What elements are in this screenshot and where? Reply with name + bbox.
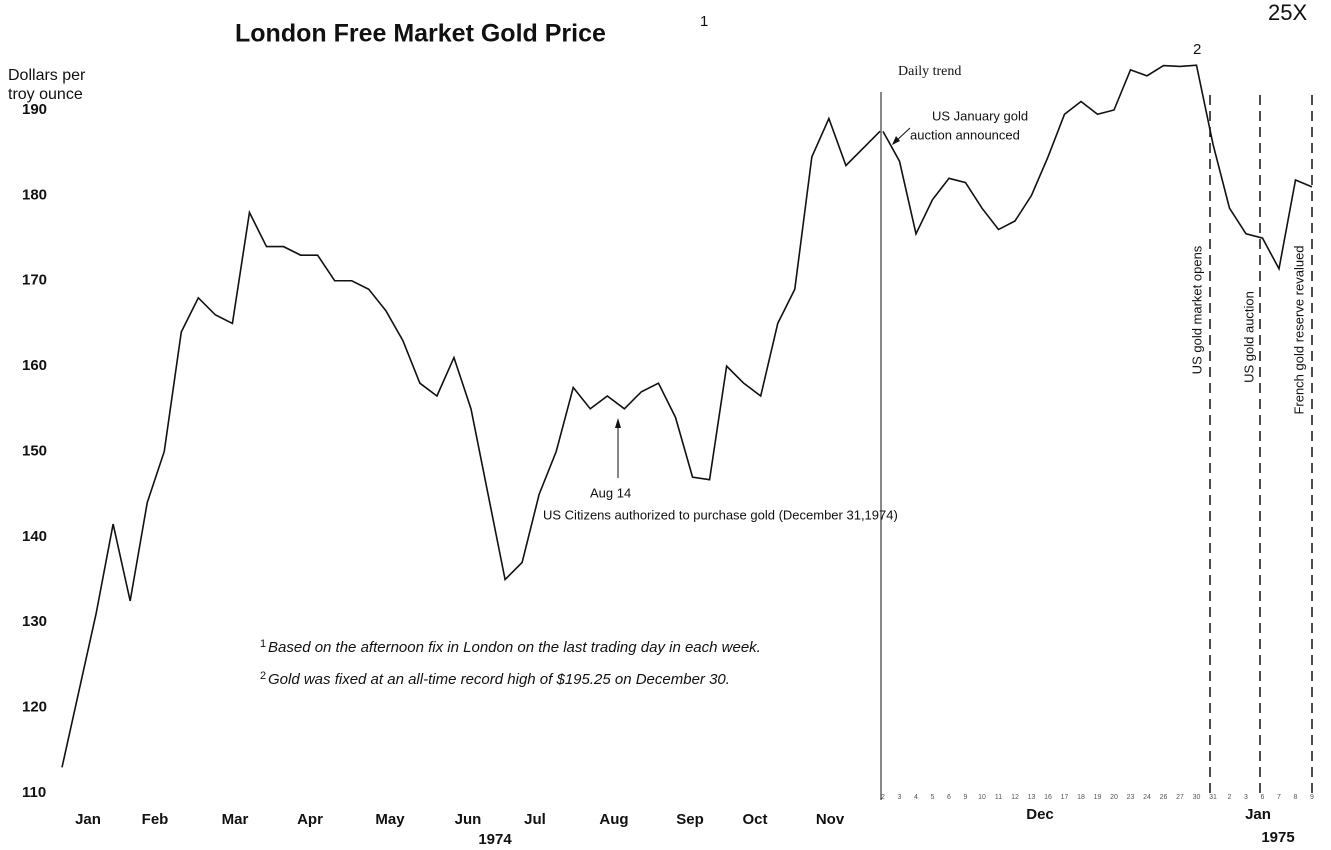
day-label: 16: [1044, 794, 1052, 801]
x-tick-label: Jan: [75, 811, 101, 828]
x-tick-label: May: [375, 811, 405, 828]
x-tick-label: Oct: [742, 811, 767, 828]
day-label: 17: [1061, 794, 1069, 801]
x-tick-label: Jun: [455, 811, 482, 828]
y-tick-label: 190: [22, 101, 47, 118]
day-label: 10: [978, 794, 986, 801]
y-label: troy ounce: [8, 86, 83, 103]
day-label: 20: [1110, 794, 1118, 801]
day-label: 12: [1011, 794, 1019, 801]
year-label: 1975: [1261, 829, 1294, 846]
y-tick-label: 110: [22, 784, 46, 801]
record-mark: 2: [1193, 41, 1201, 58]
day-label: 4: [914, 794, 918, 801]
day-label: 19: [1094, 794, 1102, 801]
y-tick-label: 130: [22, 613, 47, 630]
day-label: 23: [1127, 794, 1135, 801]
year-label: 1974: [478, 831, 512, 848]
x-tick-label: Nov: [816, 811, 845, 828]
x-tick-label: Jan: [1245, 806, 1271, 823]
event-label: US gold market opens: [1189, 245, 1204, 374]
day-label: 3: [898, 794, 902, 801]
y-tick-label: 120: [22, 699, 47, 716]
title-note: 1: [700, 13, 708, 30]
y-tick-label: 170: [22, 272, 47, 289]
day-label: 13: [1028, 794, 1036, 801]
annotation: US Citizens authorized to purchase gold …: [543, 507, 898, 522]
day-label: 8: [1294, 794, 1298, 801]
chart-title: London Free Market Gold Price: [235, 20, 606, 48]
day-label: 31: [1209, 794, 1217, 801]
day-label: 6: [1261, 794, 1265, 801]
x-tick-label: Sep: [676, 811, 704, 828]
day-label: 2: [881, 794, 885, 801]
footnote-mark: 2: [260, 670, 266, 682]
annotation: auction announced: [910, 127, 1020, 142]
corner-mark: 25X: [1268, 0, 1307, 25]
annotation: US January gold: [932, 108, 1028, 123]
day-label: 11: [995, 794, 1002, 801]
x-tick-label: Apr: [297, 811, 323, 828]
event-label: French gold reserve revalued: [1291, 245, 1306, 414]
x-tick-label: Feb: [142, 811, 169, 828]
price-line: [882, 64, 1313, 272]
day-label: 18: [1077, 794, 1085, 801]
day-label: 6: [947, 794, 951, 801]
x-tick-label: Mar: [222, 811, 249, 828]
arrow-head: [892, 136, 900, 145]
day-label: 24: [1143, 794, 1151, 801]
x-tick-label: Jul: [524, 811, 546, 828]
price-line: [61, 116, 881, 768]
day-label: 27: [1176, 794, 1184, 801]
annotation: Aug 14: [590, 485, 631, 500]
day-label: 26: [1160, 794, 1168, 801]
footnote-mark: 1: [260, 638, 266, 650]
y-tick-label: 180: [22, 186, 47, 203]
day-label: 7: [1277, 794, 1281, 801]
y-label: Dollars per: [8, 67, 86, 84]
daily-label: Daily trend: [898, 64, 961, 79]
event-label: US gold auction: [1241, 291, 1256, 383]
y-tick-label: 150: [22, 442, 47, 459]
x-tick-label: Dec: [1026, 806, 1054, 823]
day-label: 2: [1228, 794, 1232, 801]
footnote: Based on the afternoon fix in London on …: [268, 639, 761, 656]
x-tick-label: Aug: [599, 811, 628, 828]
day-label: 5: [931, 794, 935, 801]
footnote: Gold was fixed at an all-time record hig…: [268, 671, 730, 688]
y-tick-label: 140: [22, 528, 47, 545]
y-tick-label: 160: [22, 357, 47, 374]
day-label: 30: [1193, 794, 1201, 801]
arrow-head: [615, 418, 621, 428]
day-label: 9: [964, 794, 968, 801]
day-label: 9: [1310, 794, 1314, 801]
day-label: 3: [1244, 794, 1248, 801]
